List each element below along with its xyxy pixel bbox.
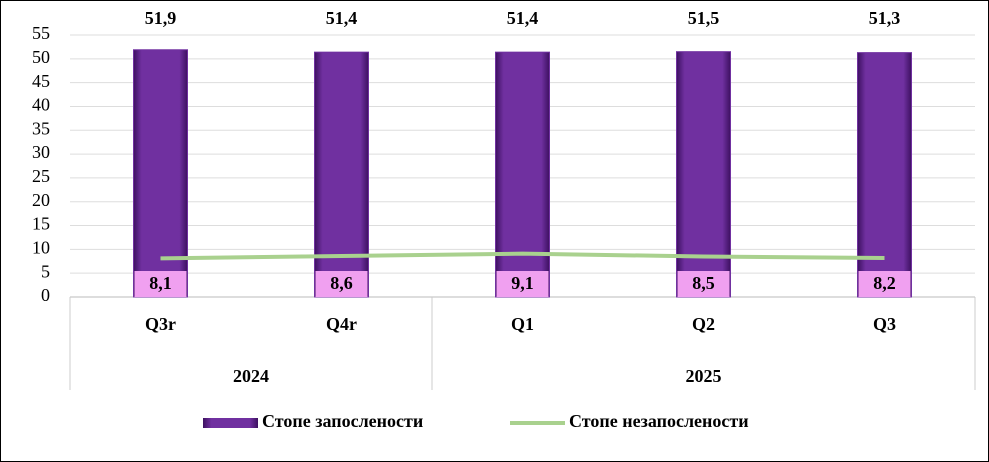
y-tick-label: 50: [32, 47, 50, 67]
bar-value-label: 51,4: [507, 8, 539, 28]
line-value-label: 8,2: [873, 273, 896, 293]
y-tick-label: 5: [41, 261, 50, 281]
legend-label: Стопе запослености: [262, 411, 423, 431]
line-value-label: 8,5: [692, 273, 715, 293]
label-box: [315, 271, 368, 297]
label-box: [858, 271, 911, 297]
bar: [314, 51, 369, 298]
line-value-label: 8,1: [149, 273, 172, 293]
y-tick-label: 45: [32, 71, 50, 91]
y-tick-label: 0: [41, 285, 50, 305]
x-tick-label: Q3r: [145, 314, 176, 334]
bar-value-label: 51,5: [688, 8, 720, 28]
bar: [676, 51, 731, 298]
line: [160, 251, 885, 261]
label-box: [677, 271, 730, 297]
x-tick-label: Q2: [692, 314, 715, 334]
legend-label: Стопе незапослености: [569, 411, 749, 431]
bar: [857, 52, 912, 298]
y-tick-label: 35: [32, 118, 50, 138]
bar-value-label: 51,9: [145, 8, 177, 28]
y-tick-label: 30: [32, 142, 50, 162]
group-label: 2025: [686, 366, 722, 386]
bar: [133, 49, 188, 298]
bar: [495, 51, 550, 298]
y-tick-label: 55: [32, 23, 50, 43]
y-tick-label: 15: [32, 214, 50, 234]
group-label: 2024: [233, 366, 269, 386]
y-tick-label: 20: [32, 190, 50, 210]
label-box: [134, 271, 187, 297]
bar-value-label: 51,4: [326, 8, 358, 28]
x-tick-label: Q1: [511, 314, 534, 334]
x-tick-label: Q4r: [326, 314, 357, 334]
legend-swatch: [203, 418, 258, 428]
line-value-label: 8,6: [330, 273, 353, 293]
y-tick-label: 40: [32, 95, 50, 115]
y-tick-label: 25: [32, 166, 50, 186]
bar-value-label: 51,3: [869, 8, 901, 28]
line-value-label: 9,1: [511, 273, 534, 293]
y-tick-label: 10: [32, 237, 50, 257]
x-tick-label: Q3: [873, 314, 896, 334]
label-box: [496, 271, 549, 297]
